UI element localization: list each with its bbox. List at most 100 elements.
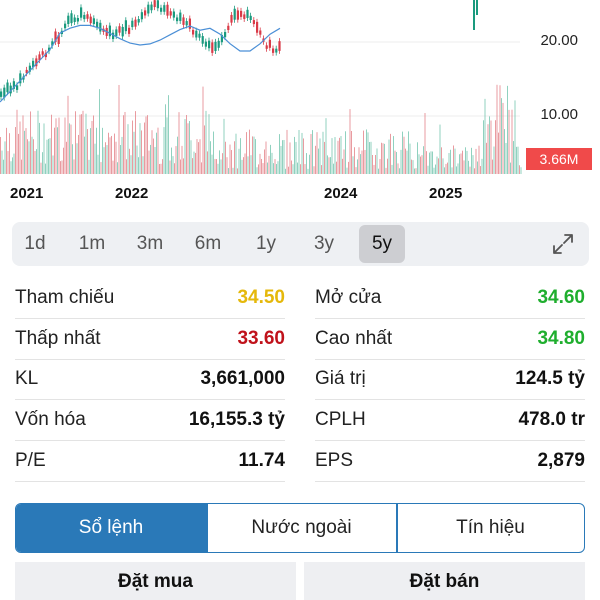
volume-bar <box>124 111 126 174</box>
buy-button[interactable]: Đặt mua <box>15 562 296 600</box>
volume-bar <box>106 145 108 174</box>
tab-order-book[interactable]: Sổ lệnh <box>16 504 206 552</box>
candle-body <box>124 20 127 32</box>
volume-bar <box>163 127 165 174</box>
divider <box>315 440 585 441</box>
volume-bar <box>82 110 84 174</box>
candle-body <box>92 18 95 25</box>
candle-body <box>188 18 191 29</box>
volume-bar <box>352 156 354 174</box>
volume-bar <box>355 167 357 174</box>
volume-bar <box>207 151 208 174</box>
volume-bar <box>150 144 151 174</box>
volume-bar <box>144 122 145 174</box>
volume-bar <box>100 162 102 174</box>
range-6m-button[interactable]: 6m <box>194 233 222 254</box>
volume-bar <box>55 118 57 174</box>
volume-bar <box>172 156 174 174</box>
volume-bar <box>81 114 82 174</box>
volume-bar <box>147 115 148 174</box>
volume-bar <box>51 114 52 174</box>
tab-foreign[interactable]: Nước ngoài <box>251 517 352 538</box>
range-1m-button[interactable]: 1m <box>78 233 106 254</box>
candle-body <box>208 40 211 49</box>
volume-bar <box>1 150 3 174</box>
volume-bar <box>421 155 423 174</box>
volume-bar <box>451 167 453 174</box>
sell-button[interactable]: Đặt bán <box>304 562 585 600</box>
pe-value: 11.74 <box>238 450 286 471</box>
candle-body <box>256 21 259 33</box>
volume-bar <box>154 147 156 174</box>
candle-body <box>86 14 89 19</box>
volume-bar <box>67 95 69 174</box>
price-chart[interactable]: 20.00 10.00 3.66M 2021 2022 2024 2025 <box>0 0 600 210</box>
candle-body <box>0 91 3 97</box>
volume-bar <box>136 145 138 174</box>
volume-bar <box>406 150 408 174</box>
range-1d-button[interactable]: 1d <box>24 233 46 254</box>
volume-bar <box>96 127 97 174</box>
volume-bar <box>415 168 417 174</box>
volume-bar <box>117 162 118 174</box>
volume-bar <box>232 167 234 174</box>
volume-bar <box>367 132 369 174</box>
volume-bar <box>181 145 183 174</box>
range-5y-button[interactable]: 5y <box>359 225 405 263</box>
range-3m-button[interactable]: 3m <box>136 233 164 254</box>
y-axis-label-10: 10.00 <box>540 106 578 123</box>
range-1y-button[interactable]: 1y <box>255 233 277 254</box>
volume-bar <box>250 155 252 174</box>
volume-bar <box>357 159 358 174</box>
expand-icon[interactable] <box>551 232 575 256</box>
volume-bar <box>442 158 444 174</box>
volume-bar <box>298 130 300 174</box>
volume-bar <box>388 139 390 174</box>
tab-signals[interactable]: Tín hiệu <box>456 517 525 538</box>
volume-bar <box>385 167 387 174</box>
candle-body <box>150 4 153 11</box>
divider <box>15 359 285 360</box>
volume-bar <box>237 168 238 174</box>
volume-bar <box>199 139 201 174</box>
volume-bar <box>493 146 495 174</box>
volume-bar <box>25 128 27 174</box>
volume-bar <box>274 159 276 174</box>
volume-bar <box>460 153 462 174</box>
volume-bar <box>90 128 91 174</box>
volume-bar <box>87 129 88 174</box>
volume-bar <box>247 156 249 174</box>
volume-bar <box>318 148 319 174</box>
volume-bar <box>492 159 493 174</box>
candle-body <box>73 17 76 22</box>
volume-bar <box>303 138 304 174</box>
volume-bar <box>36 149 37 174</box>
volume-bar <box>289 142 291 174</box>
volume-bar <box>334 137 336 174</box>
volume-bar <box>516 146 517 174</box>
volume-bar <box>60 161 61 174</box>
volume-bar <box>496 84 498 174</box>
chart-canvas <box>0 0 522 174</box>
volume-bar <box>484 98 486 174</box>
candle-body <box>112 32 115 40</box>
divider <box>15 440 285 441</box>
volume-bar <box>345 131 346 174</box>
volume-bar <box>127 124 129 174</box>
volume-bar <box>214 158 216 174</box>
low-price-value: 33.60 <box>237 328 285 349</box>
tab-divider <box>396 504 398 552</box>
candle-body <box>166 4 169 16</box>
range-3y-button[interactable]: 3y <box>313 233 335 254</box>
volume-bar <box>339 137 340 174</box>
y-axis-label-20: 20.00 <box>540 32 578 49</box>
candle-body <box>118 26 121 33</box>
volume-bar <box>519 165 520 174</box>
volume-bar <box>414 168 415 174</box>
volume-bar <box>468 160 469 174</box>
volume-bar <box>112 160 114 174</box>
volume-bar <box>280 145 282 174</box>
shares-outstanding-value: 478.0 tr <box>518 409 585 430</box>
volume-bar <box>513 141 514 174</box>
volume-bar <box>342 158 343 174</box>
